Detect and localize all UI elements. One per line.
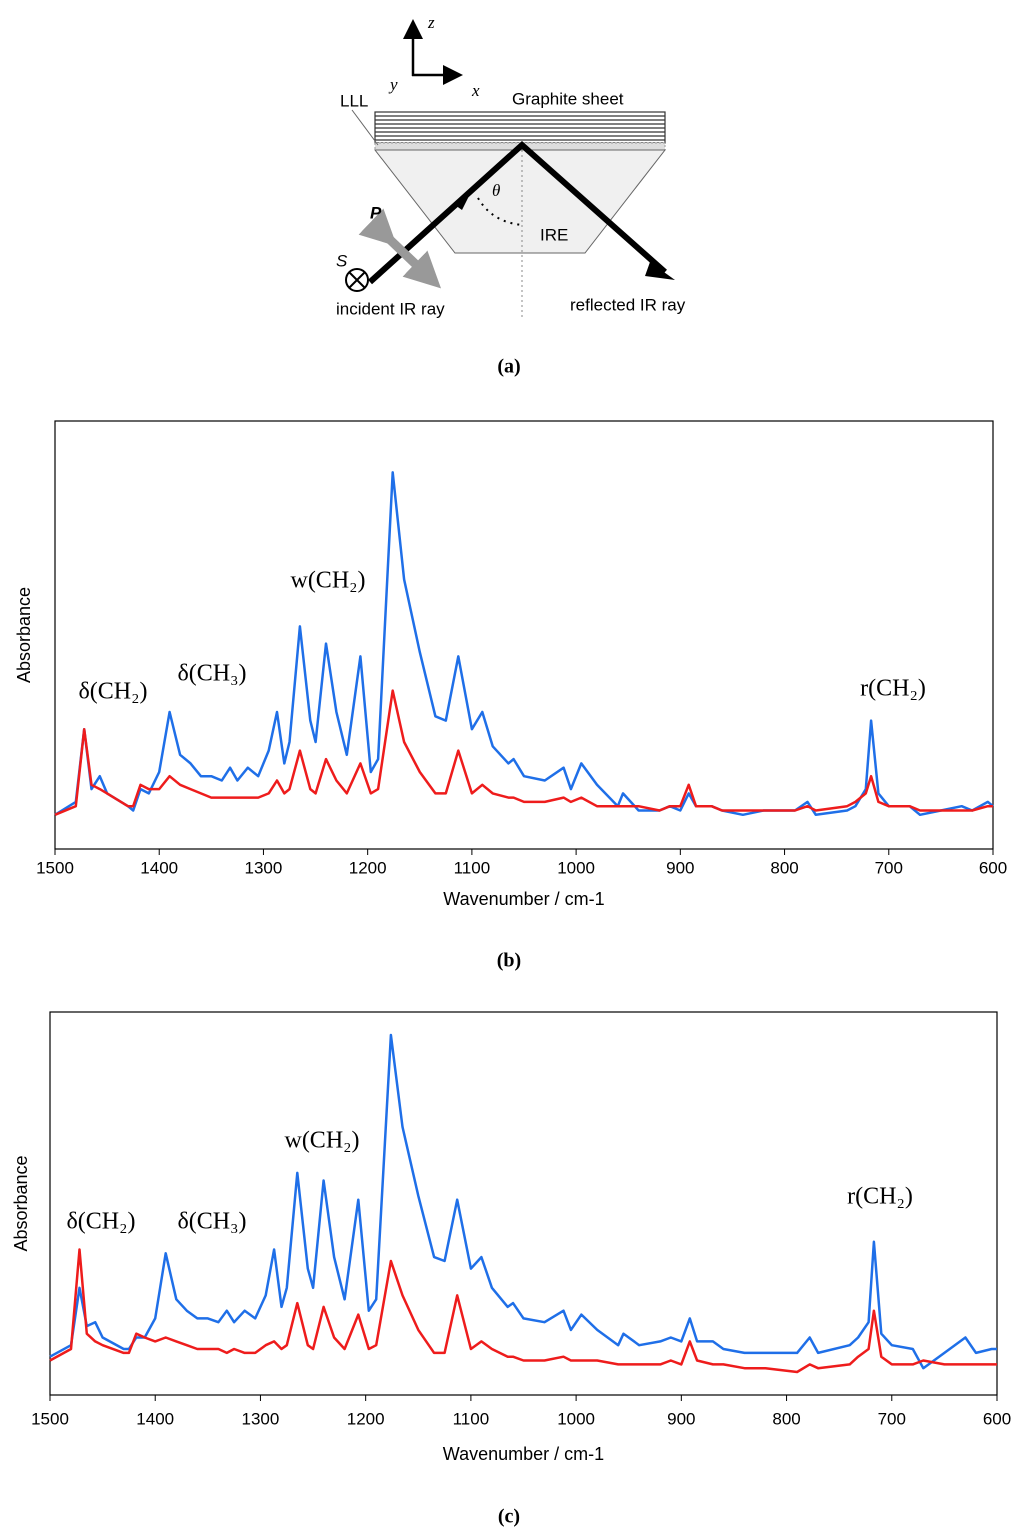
- x-tick-label: 1500: [36, 858, 74, 877]
- diagram: z y x Graphite sheet LLL θ IRE P S incid…: [336, 13, 686, 320]
- x-tick-label: 1000: [557, 858, 595, 877]
- plot-frame: [49, 1011, 998, 1396]
- x-tick-label: 1100: [454, 858, 491, 877]
- ray-arrowhead: [645, 262, 675, 280]
- peak-annotation: r(CH₂): [860, 676, 926, 702]
- x-tick-label: 1300: [242, 1409, 280, 1428]
- x-label: x: [471, 81, 480, 100]
- peak-annotation: w(CH₂): [284, 1128, 359, 1154]
- incident-label: incident IR ray: [336, 299, 445, 318]
- x-tick-label: 1300: [245, 858, 283, 877]
- spectrum-line: [54, 471, 994, 817]
- x-tick-label: 600: [979, 858, 1007, 877]
- x-axis-label: Wavenumber / cm-1: [443, 889, 604, 909]
- x-axis-label: Wavenumber / cm-1: [443, 1444, 604, 1464]
- reflected-label: reflected IR ray: [570, 295, 686, 314]
- y-label: y: [388, 75, 398, 94]
- peak-annotation: δ(CH₂): [79, 679, 148, 705]
- theta-label: θ: [492, 181, 500, 200]
- y-axis-label: Absorbance: [11, 1155, 31, 1251]
- caption: (c): [498, 1506, 520, 1528]
- caption: (b): [497, 950, 521, 972]
- plot-frame: [54, 420, 994, 850]
- caption: (a): [497, 356, 520, 378]
- lll-leader: [351, 109, 379, 146]
- x-tick-label: 1500: [31, 1409, 69, 1428]
- lll-label: LLL: [340, 91, 368, 110]
- x-tick-label: 800: [772, 1409, 800, 1428]
- peak-annotation: w(CH₂): [290, 568, 365, 594]
- graphite-sheet: [374, 111, 666, 144]
- x-tick-label: 700: [878, 1409, 906, 1428]
- graphite-label: Graphite sheet: [512, 89, 624, 108]
- z-label: z: [427, 13, 435, 32]
- p-label: P: [370, 203, 382, 222]
- x-tick-label: 900: [667, 1409, 695, 1428]
- x-tick-label: 800: [770, 858, 798, 877]
- spectrum-line: [54, 689, 993, 816]
- x-tick-label: 1000: [557, 1409, 595, 1428]
- spectrum-line: [49, 1033, 997, 1370]
- s-label: S: [336, 251, 348, 270]
- peak-annotation: r(CH₂): [847, 1184, 913, 1210]
- peak-annotation: δ(CH₃): [178, 1209, 247, 1235]
- ray-arrowhead: [455, 190, 472, 210]
- peak-annotation: δ(CH₃): [178, 661, 247, 687]
- p-polarization: [358, 208, 442, 289]
- x-tick-label: 1200: [349, 858, 387, 877]
- x-tick-label: 1400: [136, 1409, 174, 1428]
- x-tick-label: 700: [875, 858, 903, 877]
- ire-label: IRE: [540, 225, 568, 244]
- x-tick-label: 1200: [347, 1409, 385, 1428]
- x-tick-label: 600: [983, 1409, 1011, 1428]
- peak-annotation: δ(CH₂): [67, 1209, 136, 1235]
- y-axis-label: Absorbance: [14, 587, 34, 683]
- x-tick-label: 900: [666, 858, 694, 877]
- x-tick-label: 1100: [453, 1409, 490, 1428]
- x-tick-label: 1400: [140, 858, 178, 877]
- s-cross: [348, 271, 366, 289]
- spectrum-line: [49, 1248, 997, 1374]
